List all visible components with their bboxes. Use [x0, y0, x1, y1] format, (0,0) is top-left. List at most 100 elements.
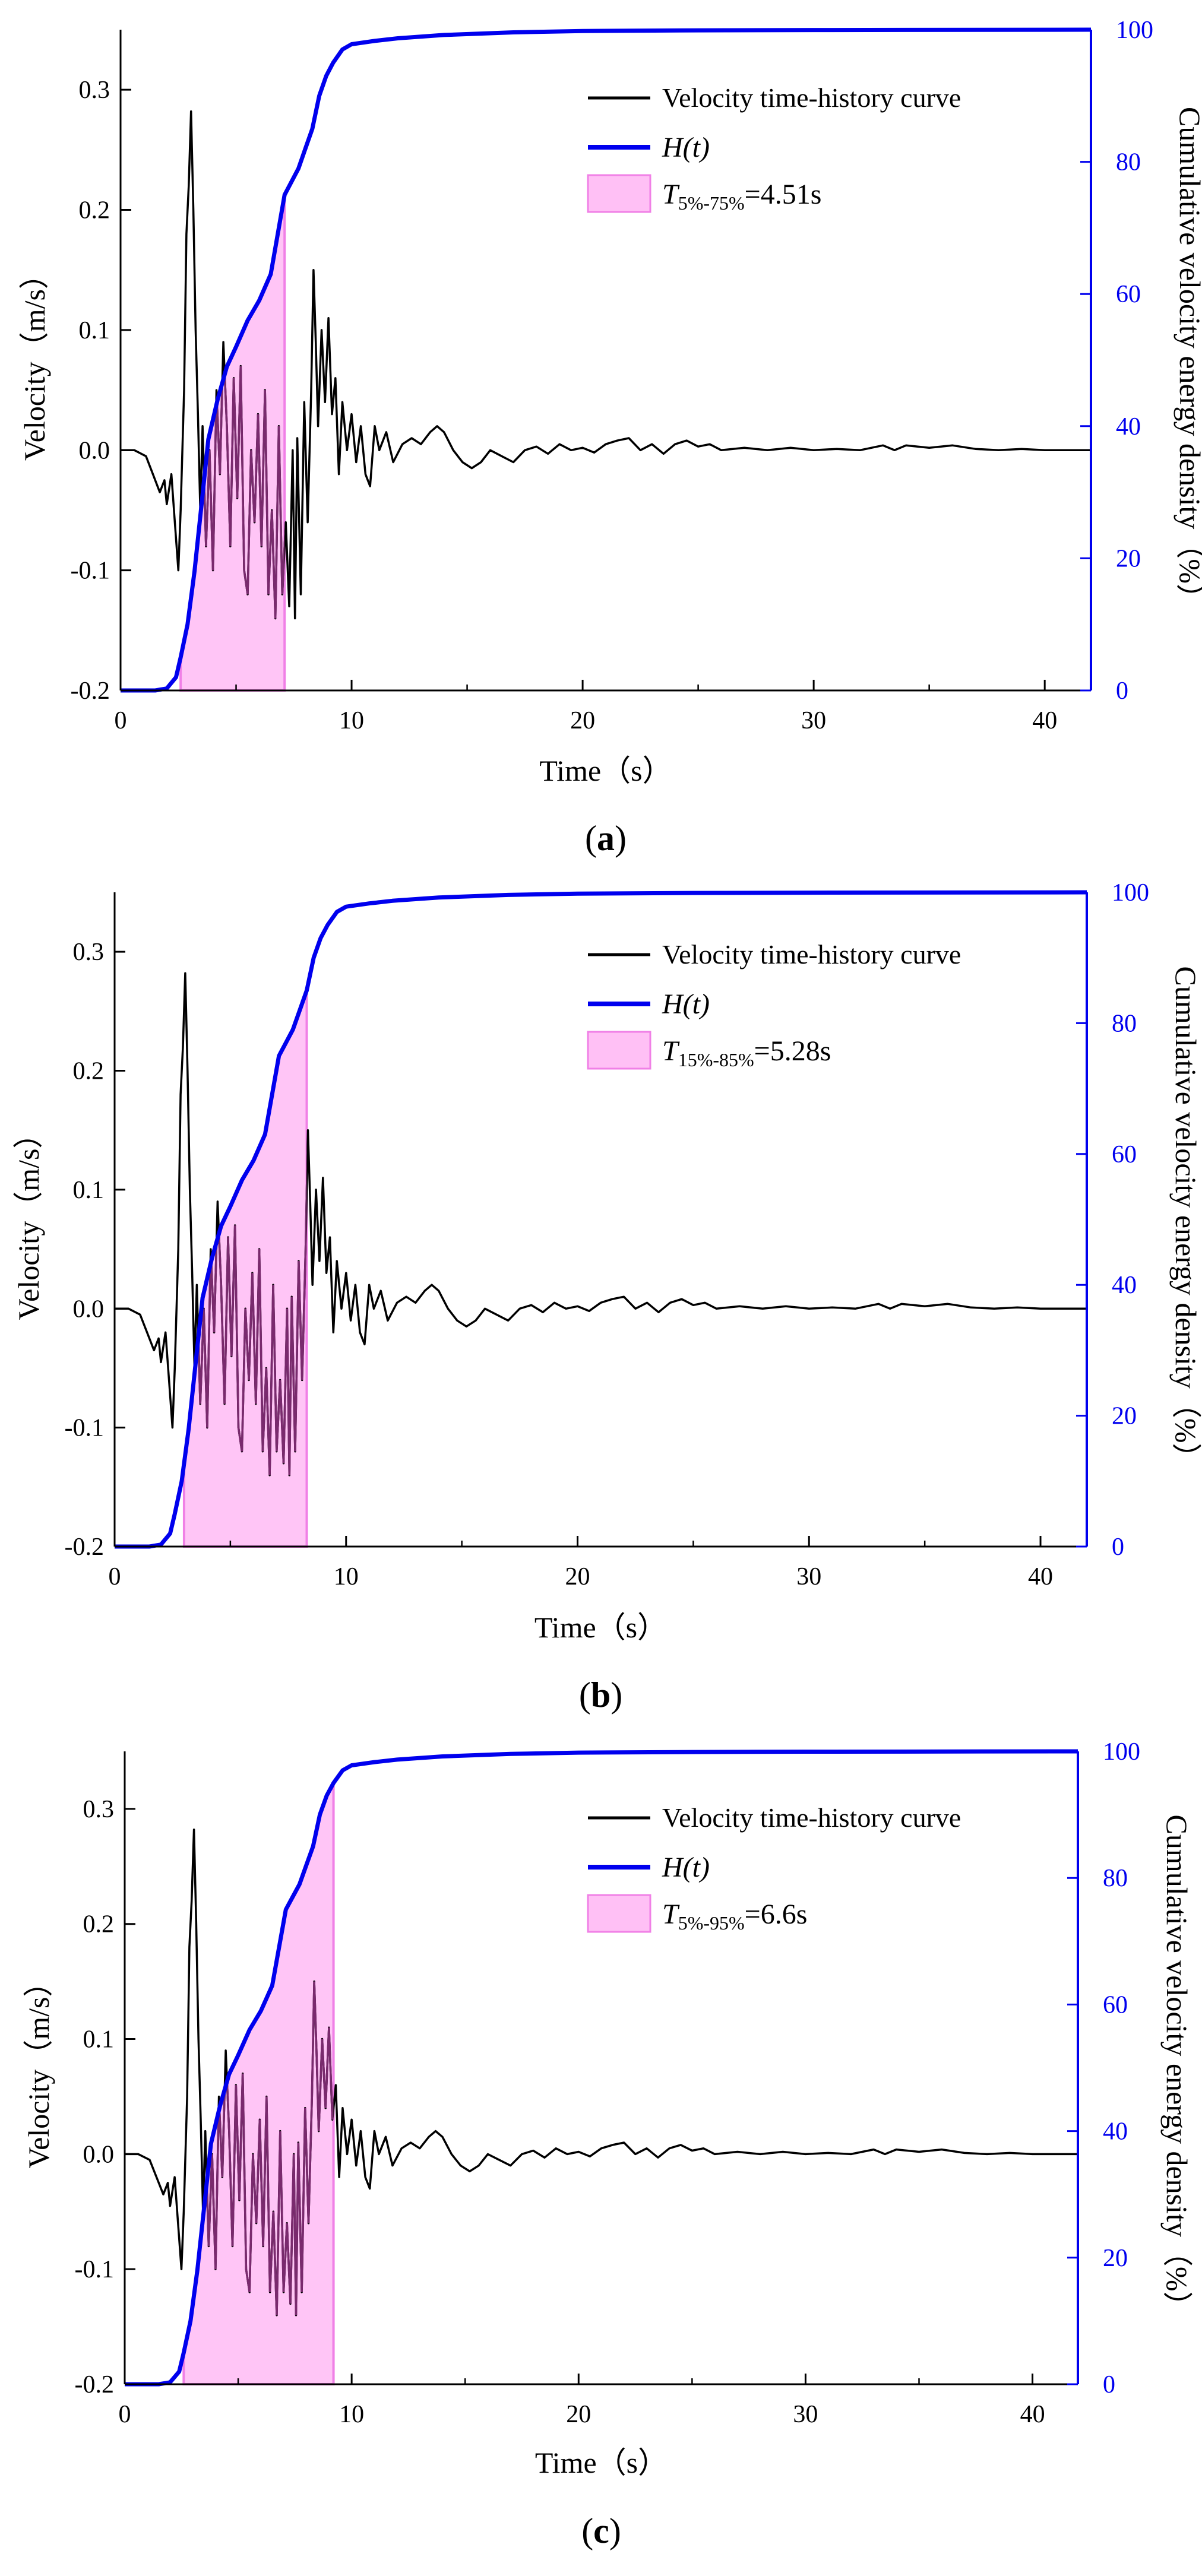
left-y-axis-title: Velocity（m/s） [22, 1967, 55, 2169]
left-y-tick-label: 0.0 [79, 437, 110, 464]
left-y-tick-label: -0.2 [71, 677, 110, 705]
legend-shade-swatch [587, 1031, 651, 1070]
legend-h-label: H(t) [662, 1852, 710, 1883]
legend-h-suffix: (t) [683, 132, 710, 163]
left-y-tick-label: -0.2 [75, 2371, 115, 2398]
right-y-tick-label: 100 [1112, 879, 1149, 907]
h-series-line [121, 27, 1092, 693]
panel-label: (b) [579, 1675, 622, 1715]
chart-panel-c: 0 10 20 30 40 -0.2 -0.1 0.0 0.1 0.2 0.3 0 20 40 60 80 10… [22, 1738, 1194, 2550]
right-y-tick-label: 40 [1116, 413, 1141, 441]
h-series-line [115, 890, 1087, 1549]
panel-label-open: ( [579, 1675, 591, 1715]
legend-duration-prefix: T [662, 179, 680, 210]
left-y-tick-label: -0.2 [65, 1533, 105, 1561]
x-axis-title: Time（s） [534, 1611, 667, 1644]
panel-label-open: ( [585, 819, 597, 858]
x-tick-label: 0 [109, 1563, 121, 1590]
left-y-tick-label: 0.2 [83, 1911, 115, 1938]
left-y-tick-label: 0.3 [73, 939, 105, 966]
legend-h-prefix: H [662, 988, 684, 1020]
velocity-series-line-shaded [184, 1829, 334, 2315]
legend-duration-value: =6.6s [745, 1899, 808, 1930]
legend-duration-prefix: T [662, 1035, 680, 1067]
legend-duration-subscript: 15%-85% [678, 1049, 754, 1070]
legend-h-suffix: (t) [683, 1852, 710, 1883]
legend-duration-value: =5.28s [754, 1035, 831, 1067]
right-y-tick-label: 0 [1112, 1533, 1124, 1561]
panel-label: (a) [585, 819, 627, 858]
right-y-tick-label: 100 [1103, 1738, 1140, 1766]
legend-duration-subscript: 5%-95% [678, 1912, 745, 1934]
chart-panel-b: 0 10 20 30 40 -0.2 -0.1 0.0 0.1 0.2 0.3 0 20 40 60 80 10… [12, 879, 1202, 1715]
right-y-tick-label: 80 [1116, 149, 1141, 176]
left-y-tick-label: -0.1 [71, 557, 110, 585]
right-y-tick-label: 40 [1112, 1272, 1137, 1299]
legend-h-prefix: H [662, 1852, 684, 1883]
x-axis-title: Time（s） [535, 2446, 668, 2479]
legend-duration-subscript: 5%-75% [678, 192, 745, 214]
right-y-tick-label: 80 [1112, 1010, 1137, 1037]
panel-label-close: ) [609, 2511, 621, 2550]
right-y-tick-label: 100 [1116, 17, 1153, 44]
velocity-series-line-shaded [184, 990, 307, 1475]
x-tick-label: 20 [570, 707, 595, 734]
legend-h-label: H(t) [662, 132, 710, 163]
panel-label-close: ) [611, 1675, 622, 1715]
velocity-series-line-shaded [181, 195, 285, 619]
panel-label: (c) [581, 2511, 621, 2550]
x-tick-label: 0 [115, 707, 127, 734]
x-tick-label: 30 [801, 707, 826, 734]
legend-velocity-label: Velocity time-history curve [662, 1802, 961, 1833]
legend-duration-label: T5%-75%=4.51s [662, 179, 821, 214]
x-tick-label: 20 [565, 1563, 590, 1590]
x-axis-title: Time（s） [539, 754, 672, 787]
legend-h-prefix: H [662, 132, 684, 163]
left-y-tick-label: 0.2 [79, 197, 110, 224]
legend-shade-swatch [587, 174, 651, 213]
x-tick-label: 40 [1028, 1563, 1053, 1590]
right-y-axis-title: Cumulative velocity energy density（%） [1160, 1814, 1194, 2321]
x-tick-label: 20 [566, 2401, 591, 2428]
left-y-tick-label: 0.3 [83, 1796, 115, 1823]
right-y-axis-title: Cumulative velocity energy density（%） [1173, 107, 1202, 613]
right-y-tick-label: 60 [1116, 281, 1141, 308]
right-y-tick-label: 0 [1116, 677, 1128, 705]
x-tick-label: 40 [1020, 2401, 1045, 2428]
left-y-tick-label: 0.0 [73, 1295, 105, 1323]
legend-h-label: H(t) [662, 988, 710, 1020]
x-tick-label: 10 [339, 707, 364, 734]
left-y-tick-label: 0.3 [79, 77, 110, 104]
panel-label-open: ( [581, 2511, 593, 2550]
right-y-tick-label: 60 [1112, 1141, 1137, 1168]
panel-label-letter: a [597, 819, 615, 858]
legend-velocity-label: Velocity time-history curve [662, 83, 961, 113]
left-y-tick-label: -0.1 [75, 2256, 115, 2283]
panel-label-close: ) [615, 819, 627, 858]
right-y-tick-label: 20 [1103, 2245, 1128, 2272]
panel-label-letter: b [591, 1675, 611, 1715]
x-tick-label: 30 [793, 2401, 818, 2428]
right-y-tick-label: 0 [1103, 2371, 1115, 2398]
legend-duration-prefix: T [662, 1899, 680, 1930]
shaded-interval-area [182, 1782, 335, 2385]
legend-duration-label: T5%-95%=6.6s [662, 1899, 807, 1934]
left-y-tick-label: 0.1 [79, 317, 110, 344]
right-y-tick-label: 40 [1103, 2118, 1128, 2146]
left-y-tick-label: 0.2 [73, 1058, 105, 1085]
left-y-tick-label: -0.1 [65, 1415, 105, 1442]
legend-duration-value: =4.51s [745, 179, 822, 210]
left-y-tick-label: 0.0 [83, 2141, 115, 2168]
panel-label-letter: c [593, 2511, 609, 2550]
right-y-tick-label: 20 [1116, 545, 1141, 572]
legend-shade-swatch [587, 1894, 651, 1933]
right-y-tick-label: 80 [1103, 1865, 1128, 1892]
right-y-tick-label: 20 [1112, 1403, 1137, 1430]
x-tick-label: 10 [339, 2401, 364, 2428]
x-tick-label: 10 [334, 1563, 359, 1590]
legend-velocity-label: Velocity time-history curve [662, 939, 961, 969]
x-tick-label: 40 [1032, 707, 1057, 734]
x-tick-label: 0 [119, 2401, 131, 2428]
right-y-tick-label: 60 [1103, 1991, 1128, 2019]
